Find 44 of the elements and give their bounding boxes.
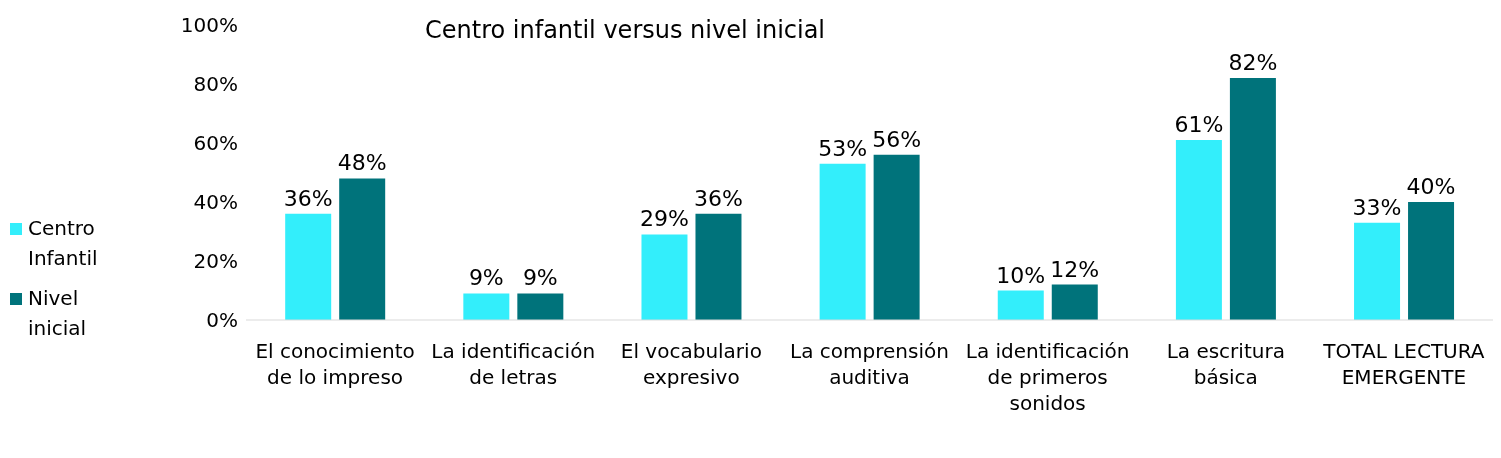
bar [1354, 222, 1401, 320]
y-tick-label: 80% [193, 72, 238, 97]
y-tick-label: 60% [193, 131, 238, 156]
x-tick-label: La escritura básica [1166, 339, 1285, 389]
x-tick-label: La comprensión auditiva [790, 339, 949, 389]
legend-label: Centro Infantil [28, 215, 99, 272]
bar [1051, 284, 1098, 320]
y-tick-label: 100% [180, 13, 238, 38]
data-label: 9% [522, 265, 558, 291]
x-tick-label: La identificación de primeros sonidos [965, 339, 1130, 415]
x-tick-label: El vocabulario expresivo [620, 339, 762, 389]
data-label: 36% [283, 185, 333, 211]
data-label: 40% [1406, 174, 1456, 199]
data-label: 9% [468, 265, 504, 291]
x-tick-label: La identificación de letras [431, 339, 596, 389]
chart-title: Centro infantil versus nivel inicial [413, 16, 838, 44]
bar [1175, 140, 1222, 320]
x-tick-label: TOTAL LECTURA EMERGENTE [1322, 339, 1485, 389]
bar [517, 293, 564, 320]
bar [997, 290, 1044, 320]
bar [339, 178, 386, 320]
data-label: 82% [1228, 50, 1278, 76]
data-label: 56% [872, 126, 922, 152]
bar [1229, 78, 1276, 320]
bar [285, 213, 332, 320]
data-label: 12% [1050, 256, 1100, 282]
data-label: 48% [337, 150, 387, 176]
y-tick-label: 40% [193, 190, 238, 215]
bar [463, 293, 510, 320]
bar [1408, 202, 1455, 320]
data-label: 29% [640, 206, 689, 232]
bar [695, 213, 742, 320]
bar [641, 234, 688, 320]
y-tick-label: 20% [193, 249, 238, 274]
data-label: 61% [1174, 112, 1224, 138]
bar [819, 163, 866, 320]
data-label: 33% [1352, 194, 1402, 220]
x-tick-label: El conocimiento de lo impreso [255, 339, 415, 389]
data-label: 53% [818, 135, 868, 161]
data-label: 10% [996, 262, 1046, 288]
bar [873, 154, 920, 320]
y-tick-label: 0% [206, 308, 238, 333]
data-label: 36% [694, 185, 743, 211]
legend-label: Nivel inicial [28, 285, 88, 342]
